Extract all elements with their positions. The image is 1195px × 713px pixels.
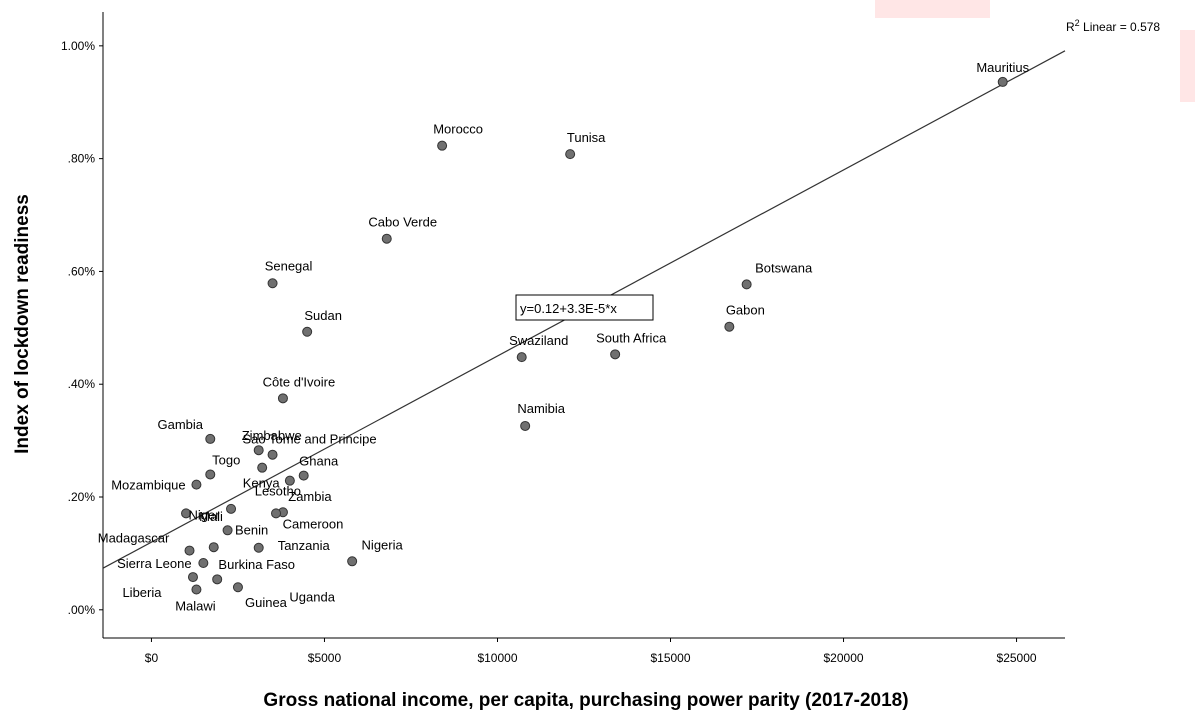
- point-label: Mauritius: [976, 60, 1029, 75]
- point-label: Madagascar: [98, 531, 170, 546]
- data-point: [437, 140, 448, 151]
- data-point: [267, 449, 278, 460]
- y-tick-label: .20%: [68, 490, 96, 504]
- point-label: Liberia: [122, 585, 162, 600]
- corner-decoration: [875, 0, 990, 18]
- point-label: Benin: [235, 522, 268, 537]
- point-label: Niger: [189, 507, 221, 522]
- data-point: [302, 326, 313, 337]
- data-point: [277, 393, 288, 404]
- x-tick-label: $25000: [997, 651, 1037, 665]
- point-label: Côte d'Ivoire: [263, 374, 336, 389]
- point-label: Zambia: [288, 489, 332, 504]
- data-point: [257, 462, 268, 473]
- point-label: Gabon: [726, 303, 765, 318]
- point-label: Morocco: [433, 122, 483, 137]
- point-label: South Africa: [596, 330, 667, 345]
- point-label: Nigeria: [362, 537, 404, 552]
- data-point: [205, 469, 216, 480]
- data-point: [226, 503, 237, 514]
- data-points: [181, 76, 1008, 595]
- data-point: [520, 420, 531, 431]
- point-label: Tanzania: [278, 538, 331, 553]
- point-label: Togo: [212, 452, 240, 467]
- equation-label: y=0.12+3.3E-5*x: [520, 301, 617, 316]
- data-point: [298, 470, 309, 481]
- y-tick-label: .60%: [68, 264, 96, 278]
- axes: [102, 12, 1065, 639]
- point-label: Mozambique: [111, 478, 185, 493]
- corner-decoration: [1180, 30, 1195, 102]
- x-axis-title: Gross national income, per capita, purch…: [263, 690, 908, 711]
- data-point: [184, 545, 195, 556]
- point-label: Sierra Leone: [117, 556, 191, 571]
- point-label: Swaziland: [509, 333, 568, 348]
- data-point: [191, 584, 202, 595]
- x-tick-label: $20000: [824, 651, 864, 665]
- data-point: [222, 525, 233, 536]
- x-ticks: $0 $5000 $10000 $15000 $20000 $25000: [145, 638, 1037, 665]
- data-point: [610, 349, 621, 360]
- x-tick-label: $10000: [477, 651, 517, 665]
- point-label: Botswana: [755, 260, 813, 275]
- equation-box-frame: [515, 294, 654, 321]
- point-label: Ghana: [299, 454, 339, 469]
- data-point: [267, 278, 278, 289]
- y-tick-label: 1.00%: [61, 39, 95, 53]
- data-point: [191, 479, 202, 490]
- point-label: Tunisa: [567, 130, 606, 145]
- data-point: [232, 582, 243, 593]
- point-label: Namibia: [517, 401, 565, 416]
- data-point: [253, 445, 264, 456]
- point-label: Mali: [199, 509, 223, 524]
- point-label: Cameroon: [283, 516, 344, 531]
- data-point: [741, 279, 752, 290]
- point-labels: Mauritius Morocco Tunisa Cabo Verde Senegal B…: [98, 60, 1030, 614]
- point-label: Sudan: [304, 308, 342, 323]
- data-point: [271, 508, 282, 519]
- y-tick-label: .40%: [68, 377, 96, 391]
- data-point: [381, 233, 392, 244]
- data-point: [347, 556, 358, 567]
- point-label: Kenya: [243, 476, 281, 491]
- point-label: Lesotho: [255, 484, 301, 499]
- data-point: [181, 508, 192, 519]
- y-tick-label: .00%: [68, 603, 96, 617]
- data-point: [724, 321, 735, 332]
- equation-box: y=0.12+3.3E-5*x: [515, 294, 654, 321]
- y-ticks: .00% .20% .40% .60% .80% 1.00%: [61, 39, 103, 617]
- y-axis-title: Index of lockdown readiness: [12, 194, 33, 454]
- point-label: Cabo Verde: [368, 215, 437, 230]
- data-point: [565, 149, 576, 160]
- point-label: Sao Tome and Principe: [242, 432, 376, 447]
- x-tick-label: $0: [145, 651, 159, 665]
- data-point: [284, 475, 295, 486]
- point-label: Uganda: [289, 589, 335, 604]
- point-label: Burkina Faso: [218, 557, 295, 572]
- point-label: Zimbabwe: [242, 428, 302, 443]
- y-tick-label: .80%: [68, 152, 96, 166]
- data-point: [212, 574, 223, 585]
- data-point: [997, 76, 1008, 87]
- point-label: Guinea: [245, 595, 288, 610]
- r-squared-label: R2 Linear = 0.578: [1066, 18, 1160, 34]
- point-label: Gambia: [158, 417, 204, 432]
- x-tick-label: $5000: [308, 651, 342, 665]
- data-point: [208, 542, 219, 553]
- data-point: [198, 557, 209, 568]
- data-point: [253, 542, 264, 553]
- data-point: [516, 352, 527, 363]
- point-label: Malawi: [175, 598, 216, 613]
- point-label: Senegal: [265, 258, 313, 273]
- data-point: [205, 433, 216, 444]
- data-point: [187, 572, 198, 583]
- x-tick-label: $15000: [650, 651, 690, 665]
